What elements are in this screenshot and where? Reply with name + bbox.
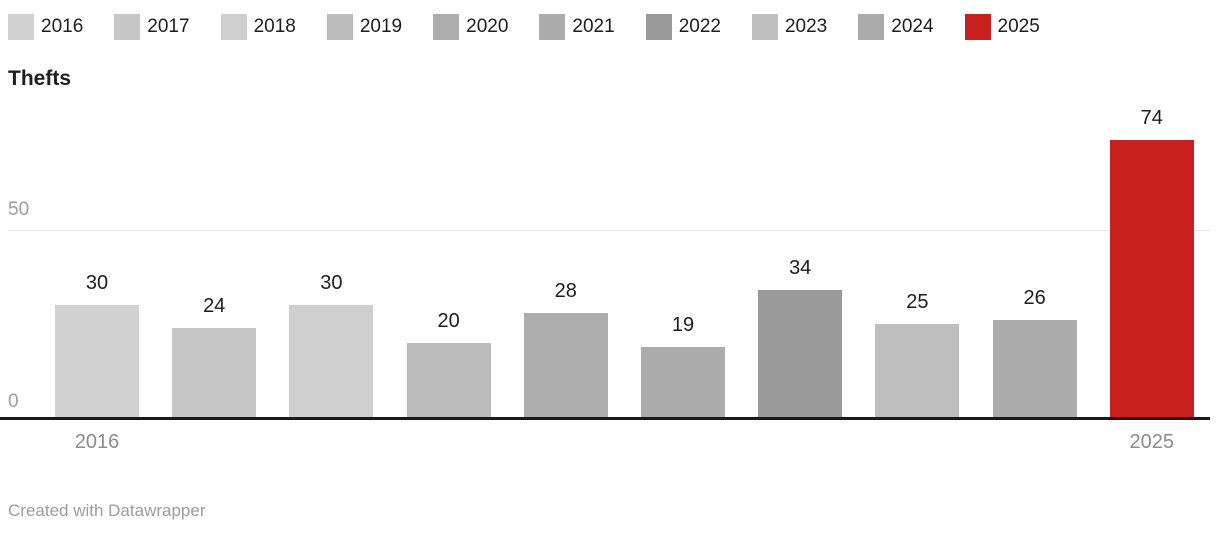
bar-value-2023: 25 bbox=[906, 291, 929, 313]
legend-swatch-2019 bbox=[326, 14, 353, 40]
legend-label: 2018 bbox=[253, 16, 296, 37]
bar-value-2017: 24 bbox=[203, 295, 226, 317]
y-tick-50: 50 bbox=[8, 199, 30, 220]
legend-label: 2019 bbox=[359, 16, 403, 37]
legend-label: 2017 bbox=[147, 16, 190, 37]
bar-value-2024: 26 bbox=[1023, 287, 1046, 309]
x-axis-baseline bbox=[0, 417, 1210, 420]
legend-item-2020: 2020 bbox=[433, 14, 508, 40]
bar-value-2019: 20 bbox=[437, 310, 460, 332]
legend-item-2016: 2016 bbox=[8, 14, 83, 40]
legend: 2016 2017 2018 2019 2020 2021 2022 2023 2024 2025 bbox=[8, 14, 1071, 40]
legend-label: 2022 bbox=[678, 16, 721, 37]
bar-2016[interactable] bbox=[55, 305, 139, 418]
legend-item-2023: 2023 bbox=[751, 14, 828, 40]
legend-swatch-2020 bbox=[433, 14, 460, 40]
legend-item-2025: 2025 bbox=[964, 14, 1040, 40]
attribution-link[interactable]: Created with Datawrapper bbox=[8, 501, 206, 520]
legend-label: 2025 bbox=[997, 16, 1040, 37]
legend-item-2017: 2017 bbox=[114, 14, 190, 40]
legend-item-2018: 2018 bbox=[220, 14, 296, 40]
legend-label: 2023 bbox=[784, 16, 828, 37]
bar-2024[interactable] bbox=[992, 320, 1077, 418]
legend-swatch-2024 bbox=[858, 14, 885, 40]
legend-swatch-2018 bbox=[220, 14, 247, 40]
legend-swatch-2021 bbox=[539, 14, 566, 40]
legend-swatch-2022 bbox=[645, 14, 672, 40]
bar-2019[interactable] bbox=[406, 343, 491, 418]
bar-value-2020: 28 bbox=[554, 280, 577, 302]
bar-value-2016: 30 bbox=[85, 272, 109, 294]
bar-value-2021: 19 bbox=[671, 314, 695, 336]
bar-value-2018: 30 bbox=[320, 272, 343, 294]
y-tick-0: 0 bbox=[8, 391, 19, 412]
legend-label: 2020 bbox=[466, 16, 509, 37]
bar-2022[interactable] bbox=[758, 290, 843, 418]
legend-item-2024: 2024 bbox=[858, 14, 934, 40]
bar-value-2022: 34 bbox=[789, 257, 812, 279]
bar-2018[interactable] bbox=[289, 305, 374, 418]
bar-2017[interactable] bbox=[172, 328, 257, 418]
legend-label: 2021 bbox=[572, 16, 615, 37]
legend-swatch-2016 bbox=[8, 14, 34, 40]
legend-swatch-2025 bbox=[964, 14, 991, 40]
x-axis-label-2016: 2016 bbox=[74, 431, 120, 453]
legend-item-2019: 2019 bbox=[326, 14, 403, 40]
legend-swatch-2023 bbox=[751, 14, 778, 40]
bar-2025[interactable] bbox=[1109, 140, 1194, 418]
bar-value-2025: 74 bbox=[1140, 107, 1163, 129]
legend-swatch-2017 bbox=[114, 14, 141, 40]
chart-title: Thefts bbox=[8, 67, 71, 90]
gridline-50 bbox=[8, 230, 1210, 231]
bar-2023[interactable] bbox=[875, 324, 960, 418]
x-axis-label-2025: 2025 bbox=[1129, 431, 1175, 453]
legend-item-2021: 2021 bbox=[539, 14, 615, 40]
bar-2020[interactable] bbox=[523, 313, 608, 418]
legend-label: 2024 bbox=[891, 16, 934, 37]
legend-item-2022: 2022 bbox=[645, 14, 721, 40]
bar-2021[interactable] bbox=[641, 347, 725, 418]
legend-label: 2016 bbox=[41, 16, 84, 37]
